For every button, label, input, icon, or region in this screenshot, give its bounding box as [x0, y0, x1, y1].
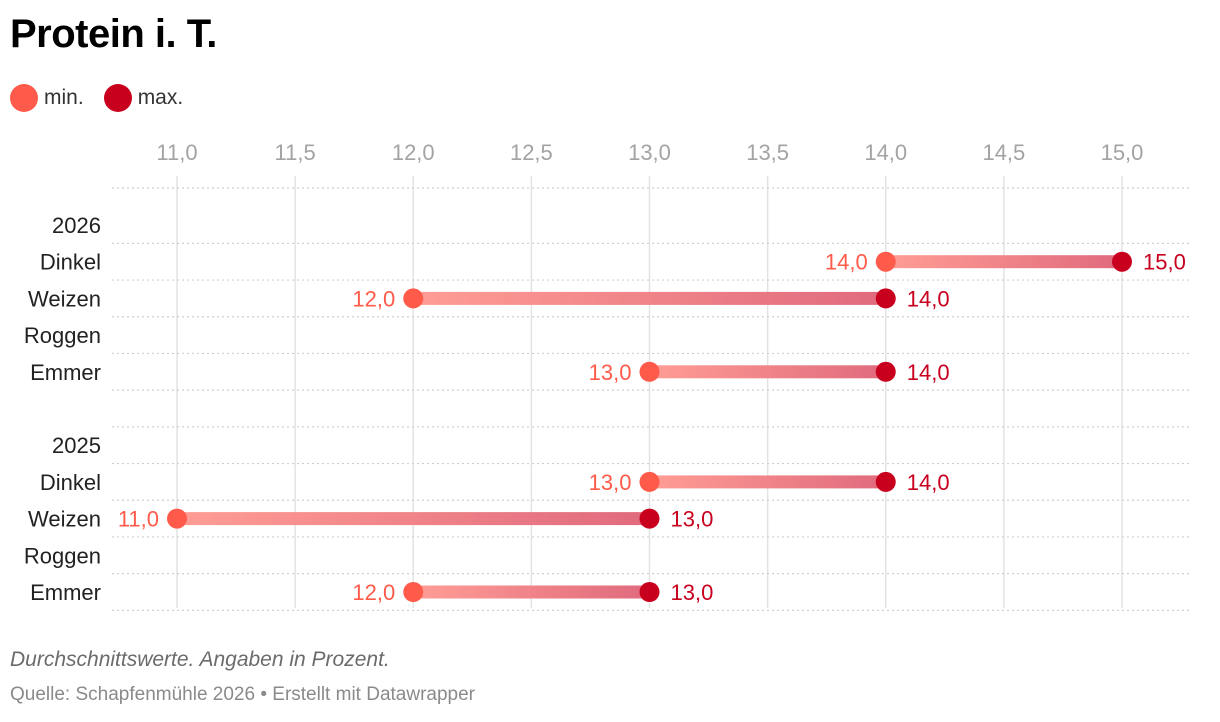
row-label: Weizen — [28, 507, 101, 532]
x-tick-label: 12,0 — [392, 140, 435, 165]
legend-label-max: max. — [137, 86, 184, 109]
min-value-label: 12,0 — [352, 580, 395, 605]
min-dot — [403, 582, 424, 602]
max-dot — [639, 582, 660, 602]
dot-range-chart: 11,0 11,5 12,0 12,5 13,0 13,5 14,0 14,5 15,0 202… — [24, 140, 1190, 611]
min-value-label: 14,0 — [825, 250, 868, 275]
min-dot — [875, 251, 896, 272]
row-label: Dinkel — [40, 470, 101, 495]
range-bar — [413, 291, 886, 305]
min-value-label: 13,0 — [589, 470, 632, 495]
legend-swatch-min — [10, 84, 38, 112]
max-value-label: 15,0 — [1143, 250, 1186, 275]
max-dot — [875, 288, 896, 309]
range-bar — [649, 365, 886, 379]
row-label: Roggen — [24, 323, 101, 348]
group-label: 2025 — [52, 433, 101, 458]
max-value-label: 14,0 — [907, 286, 950, 311]
legend-item-max: max. — [103, 84, 184, 112]
range-bar — [885, 255, 1122, 269]
legend: min. max. — [10, 84, 203, 112]
max-dot — [1112, 251, 1132, 272]
max-dot — [875, 471, 896, 492]
x-tick-label: 11,5 — [275, 140, 316, 165]
min-dot — [639, 361, 660, 382]
range-bar — [413, 585, 650, 599]
x-tick-label: 14,5 — [982, 140, 1025, 165]
min-value-label: 11,0 — [118, 507, 159, 532]
row-label: Roggen — [24, 543, 101, 568]
chart-note: Durchschnittswerte. Angaben in Prozent. — [10, 648, 390, 671]
legend-swatch-max — [103, 84, 132, 112]
x-tick-label: 12,5 — [510, 140, 553, 165]
min-value-label: 12,0 — [352, 286, 395, 311]
max-value-label: 13,0 — [671, 507, 714, 532]
x-tick-label: 15,0 — [1101, 140, 1144, 165]
min-dot — [639, 471, 660, 492]
row-label: Dinkel — [40, 250, 101, 275]
min-value-label: 13,0 — [589, 360, 632, 385]
legend-label-min: min. — [44, 86, 84, 109]
row-label: Emmer — [30, 580, 101, 605]
group-label: 2026 — [52, 213, 101, 238]
x-tick-label: 11,0 — [156, 140, 197, 165]
max-dot — [875, 361, 896, 382]
max-dot — [639, 508, 660, 529]
range-bar — [177, 512, 650, 526]
x-tick-label: 14,0 — [864, 140, 907, 165]
max-value-label: 13,0 — [671, 580, 714, 605]
row-label: Emmer — [30, 360, 101, 385]
min-dot — [403, 288, 424, 309]
chart-title: Protein i. T. — [10, 12, 217, 56]
row-label: Weizen — [28, 286, 101, 311]
max-value-label: 14,0 — [907, 470, 950, 495]
range-bar — [649, 475, 886, 489]
max-value-label: 14,0 — [907, 360, 950, 385]
min-dot — [167, 508, 187, 529]
x-tick-label: 13,0 — [628, 140, 671, 165]
chart-source: Quelle: Schapfenmühle 2026 • Erstellt mi… — [10, 684, 475, 705]
x-tick-label: 13,5 — [746, 140, 789, 165]
legend-item-min: min. — [10, 84, 84, 112]
